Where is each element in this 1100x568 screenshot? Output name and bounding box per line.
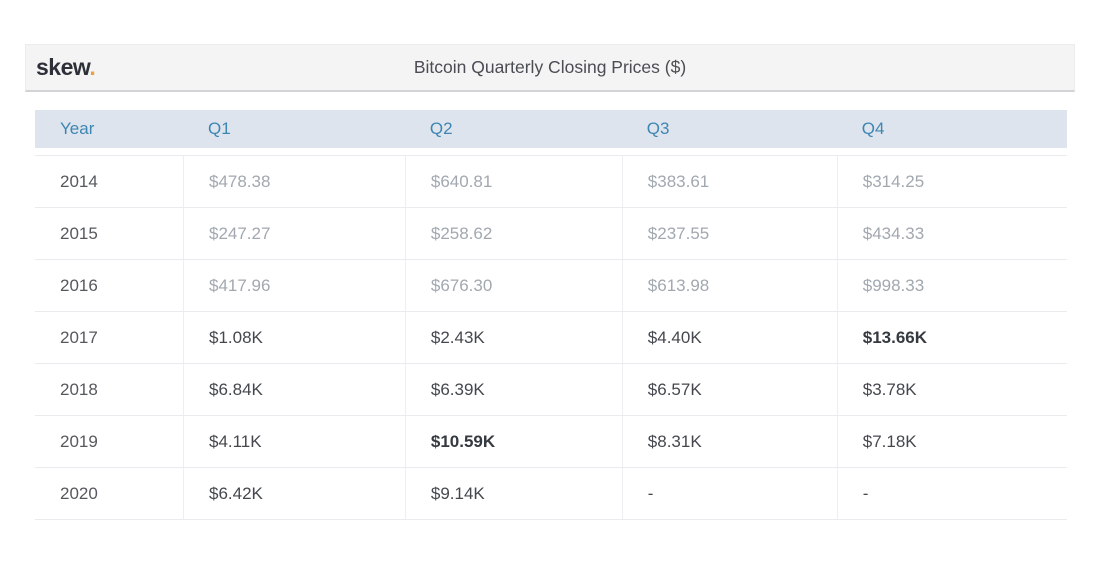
column-header-q3: Q3 <box>621 110 837 148</box>
value-cell: $613.98 <box>621 259 837 311</box>
value-cell: $4.40K <box>621 311 837 363</box>
value-cell: $6.42K <box>182 467 405 520</box>
value-cell: $13.66K <box>836 311 1067 363</box>
table-row: 2014 $478.38 $640.81 $383.61 $314.25 <box>35 155 1067 207</box>
brand-name: skew <box>36 54 90 80</box>
value-cell: $8.31K <box>621 415 837 467</box>
value-cell: $10.59K <box>404 415 622 467</box>
year-cell: 2020 <box>35 467 183 520</box>
value-cell: $7.18K <box>836 415 1067 467</box>
prices-table-container: Year Q1 Q2 Q3 Q4 2014 $478.38 $640.81 $383.… <box>35 110 1067 520</box>
value-cell: $998.33 <box>836 259 1067 311</box>
value-cell: $417.96 <box>182 259 405 311</box>
value-cell: $6.39K <box>404 363 622 415</box>
value-cell: $478.38 <box>182 155 405 207</box>
value-cell: $3.78K <box>836 363 1067 415</box>
value-cell: $676.30 <box>404 259 622 311</box>
top-header-bar: skew. Bitcoin Quarterly Closing Prices (… <box>25 44 1075 92</box>
value-cell: $9.14K <box>404 467 622 520</box>
year-cell: 2018 <box>35 363 183 415</box>
column-header-q4: Q4 <box>836 110 1067 148</box>
table-row: 2016 $417.96 $676.30 $613.98 $998.33 <box>35 259 1067 311</box>
year-cell: 2015 <box>35 207 183 259</box>
value-cell: $314.25 <box>836 155 1067 207</box>
table-row: 2020 $6.42K $9.14K - - <box>35 467 1067 520</box>
value-cell: $1.08K <box>182 311 405 363</box>
spacer-cell <box>35 148 1067 155</box>
year-cell: 2014 <box>35 155 183 207</box>
value-cell: $383.61 <box>621 155 837 207</box>
table-row: 2018 $6.84K $6.39K $6.57K $3.78K <box>35 363 1067 415</box>
value-cell: - <box>621 467 837 520</box>
value-cell: $258.62 <box>404 207 622 259</box>
value-cell: $247.27 <box>182 207 405 259</box>
value-cell: $237.55 <box>621 207 837 259</box>
value-cell: $6.84K <box>182 363 405 415</box>
table-header: Year Q1 Q2 Q3 Q4 <box>35 110 1067 148</box>
value-cell: $434.33 <box>836 207 1067 259</box>
year-cell: 2017 <box>35 311 183 363</box>
table-row: 2019 $4.11K $10.59K $8.31K $7.18K <box>35 415 1067 467</box>
value-cell: $640.81 <box>404 155 622 207</box>
value-cell: - <box>836 467 1067 520</box>
value-cell: $4.11K <box>182 415 405 467</box>
table-header-row: Year Q1 Q2 Q3 Q4 <box>35 110 1067 148</box>
brand-logo: skew. <box>36 45 96 90</box>
column-header-q1: Q1 <box>182 110 405 148</box>
table-row: 2017 $1.08K $2.43K $4.40K $13.66K <box>35 311 1067 363</box>
column-header-q2: Q2 <box>404 110 622 148</box>
table-body: 2014 $478.38 $640.81 $383.61 $314.25 2015 $247… <box>35 148 1067 520</box>
year-cell: 2016 <box>35 259 183 311</box>
brand-dot: . <box>89 54 96 80</box>
value-cell: $2.43K <box>404 311 622 363</box>
page-title: Bitcoin Quarterly Closing Prices ($) <box>413 57 687 77</box>
spacer-row <box>35 148 1067 155</box>
year-cell: 2019 <box>35 415 183 467</box>
value-cell: $6.57K <box>621 363 837 415</box>
column-header-year: Year <box>35 110 183 148</box>
table-row: 2015 $247.27 $258.62 $237.55 $434.33 <box>35 207 1067 259</box>
prices-table: Year Q1 Q2 Q3 Q4 2014 $478.38 $640.81 $383.… <box>35 110 1067 520</box>
